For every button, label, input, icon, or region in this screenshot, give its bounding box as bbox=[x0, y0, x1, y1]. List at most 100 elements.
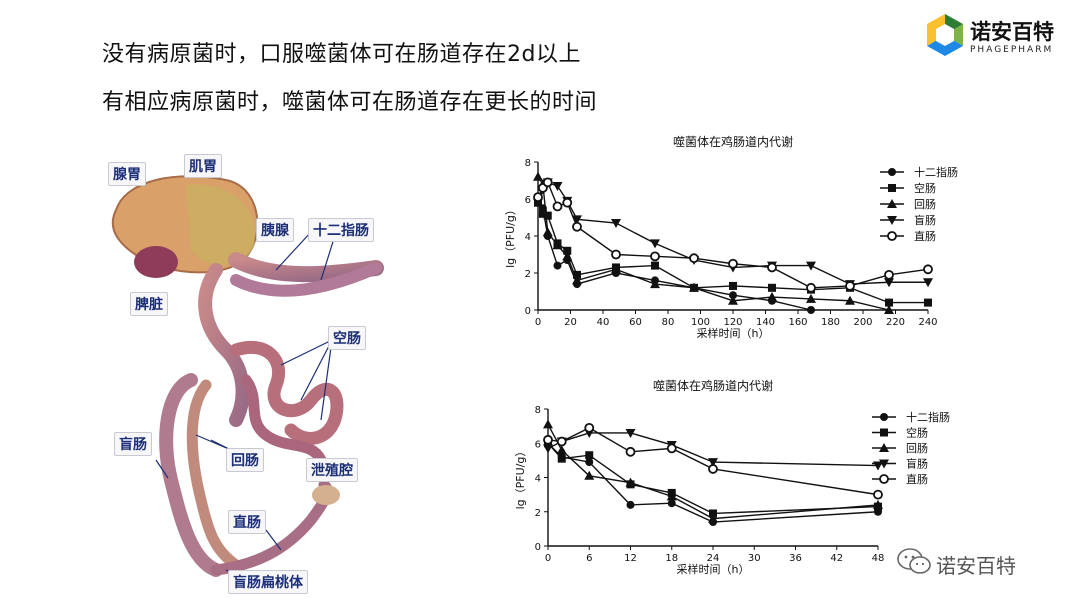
x-tick-label: 48 bbox=[872, 553, 885, 564]
label-proventriculus: 腺胃 bbox=[108, 162, 146, 186]
legend-marker bbox=[880, 413, 888, 421]
x-tick-label: 200 bbox=[853, 317, 872, 328]
label-gizzard: 肌胃 bbox=[184, 154, 222, 178]
data-point bbox=[611, 249, 621, 260]
data-point bbox=[552, 182, 563, 192]
data-point bbox=[542, 177, 553, 188]
x-tick-label: 36 bbox=[789, 553, 802, 564]
data-point bbox=[584, 470, 595, 480]
data-point bbox=[923, 278, 933, 288]
label-duodenum: 十二指肠 bbox=[308, 218, 374, 242]
x-tick-label: 18 bbox=[665, 553, 678, 564]
y-tick-label: 0 bbox=[535, 542, 541, 553]
legend-label: 十二指肠 bbox=[914, 165, 958, 179]
legend-entry: 盲肠 bbox=[872, 457, 928, 471]
data-point bbox=[708, 464, 718, 474]
data-point bbox=[572, 275, 582, 285]
legend-label: 十二指肠 bbox=[906, 410, 950, 424]
x-tick-label: 160 bbox=[788, 317, 807, 328]
legend-entry: 盲肠 bbox=[880, 213, 936, 227]
label-jejunum: 空肠 bbox=[328, 326, 366, 350]
data-point bbox=[543, 419, 553, 429]
data-point bbox=[666, 443, 677, 454]
legend-label: 盲肠 bbox=[906, 457, 928, 471]
legend-label: 盲肠 bbox=[914, 213, 936, 227]
y-tick-label: 8 bbox=[535, 405, 541, 416]
data-point bbox=[708, 458, 718, 468]
legend-entry: 十二指肠 bbox=[880, 165, 958, 179]
data-point bbox=[552, 201, 563, 212]
wechat-icon bbox=[897, 548, 931, 574]
label-caecum: 盲肠 bbox=[114, 432, 152, 456]
label-spleen: 脾脏 bbox=[130, 292, 168, 316]
data-point bbox=[708, 513, 718, 523]
data-point bbox=[552, 240, 563, 250]
series-line bbox=[547, 442, 879, 515]
y-axis-label: lg（PFU/g） bbox=[514, 446, 527, 510]
data-point bbox=[767, 262, 777, 273]
data-point bbox=[651, 261, 659, 270]
series-2 bbox=[544, 439, 882, 518]
x-tick-label: 240 bbox=[918, 317, 937, 328]
x-tick-label: 0 bbox=[535, 317, 541, 328]
data-point bbox=[767, 292, 777, 302]
x-tick-label: 60 bbox=[629, 317, 642, 328]
data-point bbox=[650, 279, 660, 289]
data-point bbox=[884, 305, 894, 314]
logo-english-name: PHAGEPHARM bbox=[970, 45, 1054, 55]
data-point bbox=[611, 219, 621, 229]
legend-marker bbox=[888, 184, 896, 192]
data-point bbox=[625, 446, 636, 457]
data-point bbox=[543, 211, 552, 220]
legend-label: 空肠 bbox=[906, 426, 928, 440]
legend-entry: 直肠 bbox=[872, 472, 928, 486]
legend-entry: 十二指肠 bbox=[872, 410, 950, 424]
x-tick-label: 20 bbox=[564, 317, 577, 328]
y-tick-label: 6 bbox=[535, 439, 541, 450]
data-point bbox=[585, 458, 594, 467]
x-tick-label: 100 bbox=[691, 317, 710, 328]
x-tick-label: 0 bbox=[545, 553, 551, 564]
y-tick-label: 2 bbox=[525, 269, 531, 280]
series-2 bbox=[534, 198, 932, 307]
hexagon-logo-icon bbox=[927, 14, 963, 56]
data-point bbox=[884, 278, 894, 288]
data-point bbox=[543, 434, 553, 445]
data-point bbox=[573, 270, 581, 279]
legend-marker bbox=[879, 459, 889, 469]
legend-marker bbox=[880, 428, 888, 437]
headline-line-1: 没有病原菌时，口服噬菌体可在肠道存在2d以上 bbox=[102, 42, 581, 67]
x-axis-label: 采样时间（h） bbox=[677, 562, 750, 576]
data-point bbox=[729, 281, 737, 290]
data-point bbox=[689, 253, 699, 264]
series-line bbox=[537, 176, 890, 311]
series-5 bbox=[543, 422, 883, 500]
label-pancreas: 胰腺 bbox=[256, 218, 294, 242]
data-point bbox=[562, 251, 573, 261]
series-3 bbox=[533, 171, 894, 314]
data-point bbox=[553, 261, 562, 270]
data-point bbox=[667, 499, 676, 508]
x-tick-label: 220 bbox=[886, 317, 905, 328]
headline-line-2: 有相应病原菌时，噬菌体可在肠道存在更长的时间 bbox=[102, 90, 598, 115]
legend-entry: 回肠 bbox=[880, 198, 936, 211]
data-point bbox=[807, 306, 815, 314]
data-point bbox=[845, 295, 855, 305]
chicken-intestine-illustration: 腺胃 肌胃 胰腺 十二指肠 脾脏 空肠 盲肠 回肠 泄殖腔 直肠 盲肠扁桃体 bbox=[96, 140, 396, 598]
wechat-watermark: 诺安百特 bbox=[896, 546, 1066, 580]
label-rectum: 直肠 bbox=[228, 510, 266, 534]
data-point bbox=[650, 239, 660, 249]
x-tick-label: 6 bbox=[586, 553, 592, 564]
legend-marker bbox=[887, 199, 897, 208]
legend-entry: 空肠 bbox=[880, 181, 936, 195]
data-point bbox=[533, 171, 543, 181]
phage-metabolism-chart-240h: 噬菌体在鸡肠道内代谢 0 20 40 60 80 100 120 140 160 180 200 220… bbox=[500, 126, 980, 348]
label-ileum: 回肠 bbox=[226, 448, 264, 472]
legend-marker bbox=[879, 474, 889, 484]
data-point bbox=[557, 454, 566, 463]
x-tick-label: 12 bbox=[624, 553, 637, 564]
data-point bbox=[728, 258, 738, 269]
data-point bbox=[709, 509, 717, 518]
